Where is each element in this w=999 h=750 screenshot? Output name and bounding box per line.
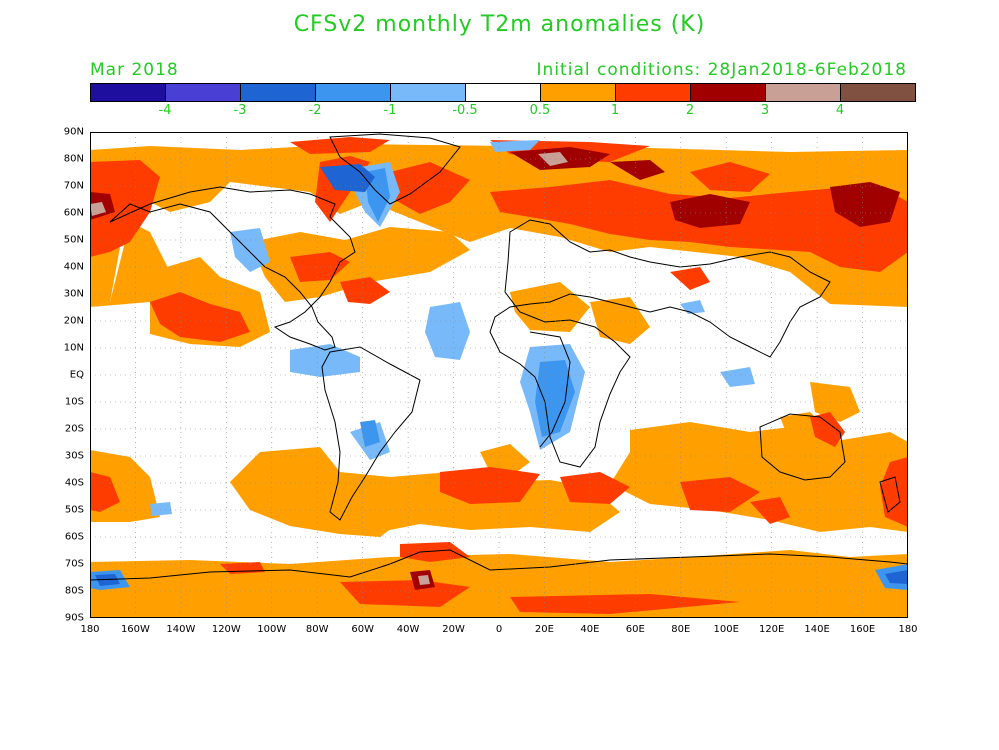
latitude-label: 90S — [64, 612, 84, 624]
initial-conditions: Initial conditions: 28Jan2018-6Feb2018 — [536, 60, 907, 80]
colorbar-label: -4 — [158, 103, 172, 118]
colorbar — [90, 83, 916, 102]
coastlines — [90, 133, 908, 581]
colorbar-label: 1 — [610, 103, 620, 118]
colorbar-box-1 — [166, 84, 241, 101]
latitude-label: 70S — [64, 558, 84, 570]
colorbar-label: -3 — [233, 103, 247, 118]
longitude-label: 0 — [495, 624, 503, 635]
latitude-label: 60S — [64, 531, 84, 543]
map-title: CFSv2 monthly T2m anomalies (K) — [293, 12, 706, 37]
latitude-label: 20N — [63, 315, 84, 327]
longitude-label: 180 — [898, 624, 918, 635]
colorbar-box-8 — [691, 84, 766, 101]
latitude-label: 70N — [63, 180, 84, 192]
latitude-label: 60N — [63, 207, 84, 219]
latitude-label: EQ — [69, 369, 84, 381]
longitude-label: 120E — [758, 624, 785, 635]
longitude-label: 80W — [305, 624, 329, 635]
colorbar-box-9 — [766, 84, 841, 101]
latitude-label: 10S — [64, 396, 84, 408]
longitude-label: 160W — [120, 624, 150, 635]
longitude-label: 100E — [713, 624, 739, 635]
latitude-label: 50S — [64, 504, 84, 516]
colorbar-box-3 — [316, 84, 391, 101]
longitude-label: 120W — [211, 624, 241, 635]
colorbar-label: -2 — [308, 103, 322, 118]
colorbar-label: 4 — [835, 103, 845, 118]
longitude-label: 160E — [849, 624, 876, 635]
latitude-label: 30S — [64, 450, 84, 462]
colorbar-label: 2 — [685, 103, 695, 118]
latitude-label: 30N — [63, 288, 84, 300]
longitude-label: 100W — [257, 624, 287, 635]
longitude-label: 20E — [534, 624, 554, 635]
colorbar-box-10 — [841, 84, 915, 101]
latitude-label: 80N — [63, 153, 84, 165]
colorbar-label: -1 — [383, 103, 397, 118]
colorbar-label: -0.5 — [452, 103, 478, 118]
map-frame — [90, 132, 908, 618]
latitude-label: 50N — [63, 234, 84, 246]
latitude-label: 10N — [63, 342, 84, 354]
anomaly-patches-darkred — [90, 147, 900, 590]
colorbar-box-5 — [466, 84, 541, 101]
anomaly-map — [90, 132, 908, 618]
latitude-label: 20S — [64, 423, 84, 435]
longitude-label: 40W — [396, 624, 420, 635]
latitude-label: 40N — [63, 261, 84, 273]
colorbar-box-2 — [241, 84, 316, 101]
latitude-label: 80S — [64, 585, 84, 597]
colorbar-box-4 — [391, 84, 466, 101]
valid-month: Mar 2018 — [90, 60, 179, 80]
colorbar-label: 3 — [760, 103, 770, 118]
anomaly-patches-rose — [90, 152, 568, 585]
latitude-label: 40S — [64, 477, 84, 489]
longitude-label: 60E — [625, 624, 645, 635]
latitude-label: 90N — [63, 126, 84, 138]
lat-lon-grid — [90, 132, 908, 618]
longitude-label: 140W — [166, 624, 196, 635]
anomaly-patches-darkblue — [95, 164, 908, 586]
longitude-label: 20W — [442, 624, 465, 635]
colorbar-label: 0.5 — [529, 103, 551, 118]
longitude-label: 180 — [80, 624, 100, 635]
longitude-label: 40E — [580, 624, 600, 635]
colorbar-box-7 — [616, 84, 691, 101]
longitude-label: 80E — [671, 624, 691, 635]
colorbar-box-6 — [541, 84, 616, 101]
longitude-label: 140E — [804, 624, 830, 635]
longitude-label: 60W — [351, 624, 374, 635]
colorbar-box-0 — [91, 84, 166, 101]
